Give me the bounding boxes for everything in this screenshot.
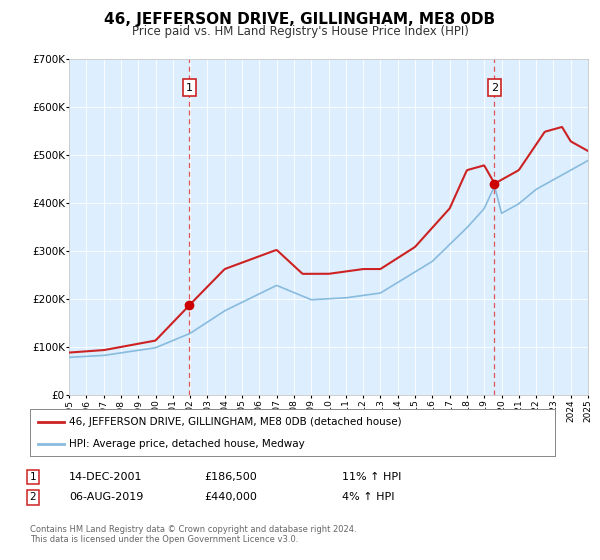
Text: This data is licensed under the Open Government Licence v3.0.: This data is licensed under the Open Gov… <box>30 535 298 544</box>
Text: 14-DEC-2001: 14-DEC-2001 <box>69 472 143 482</box>
Text: 11% ↑ HPI: 11% ↑ HPI <box>342 472 401 482</box>
Text: Price paid vs. HM Land Registry's House Price Index (HPI): Price paid vs. HM Land Registry's House … <box>131 25 469 38</box>
Text: 2: 2 <box>29 492 37 502</box>
Text: £186,500: £186,500 <box>204 472 257 482</box>
Text: 46, JEFFERSON DRIVE, GILLINGHAM, ME8 0DB: 46, JEFFERSON DRIVE, GILLINGHAM, ME8 0DB <box>104 12 496 27</box>
Text: 1: 1 <box>29 472 37 482</box>
Text: 1: 1 <box>186 83 193 92</box>
Text: HPI: Average price, detached house, Medway: HPI: Average price, detached house, Medw… <box>70 438 305 449</box>
Text: £440,000: £440,000 <box>204 492 257 502</box>
Text: 06-AUG-2019: 06-AUG-2019 <box>69 492 143 502</box>
Text: Contains HM Land Registry data © Crown copyright and database right 2024.: Contains HM Land Registry data © Crown c… <box>30 525 356 534</box>
Text: 4% ↑ HPI: 4% ↑ HPI <box>342 492 395 502</box>
Text: 2: 2 <box>491 83 498 92</box>
Text: 46, JEFFERSON DRIVE, GILLINGHAM, ME8 0DB (detached house): 46, JEFFERSON DRIVE, GILLINGHAM, ME8 0DB… <box>70 417 402 427</box>
